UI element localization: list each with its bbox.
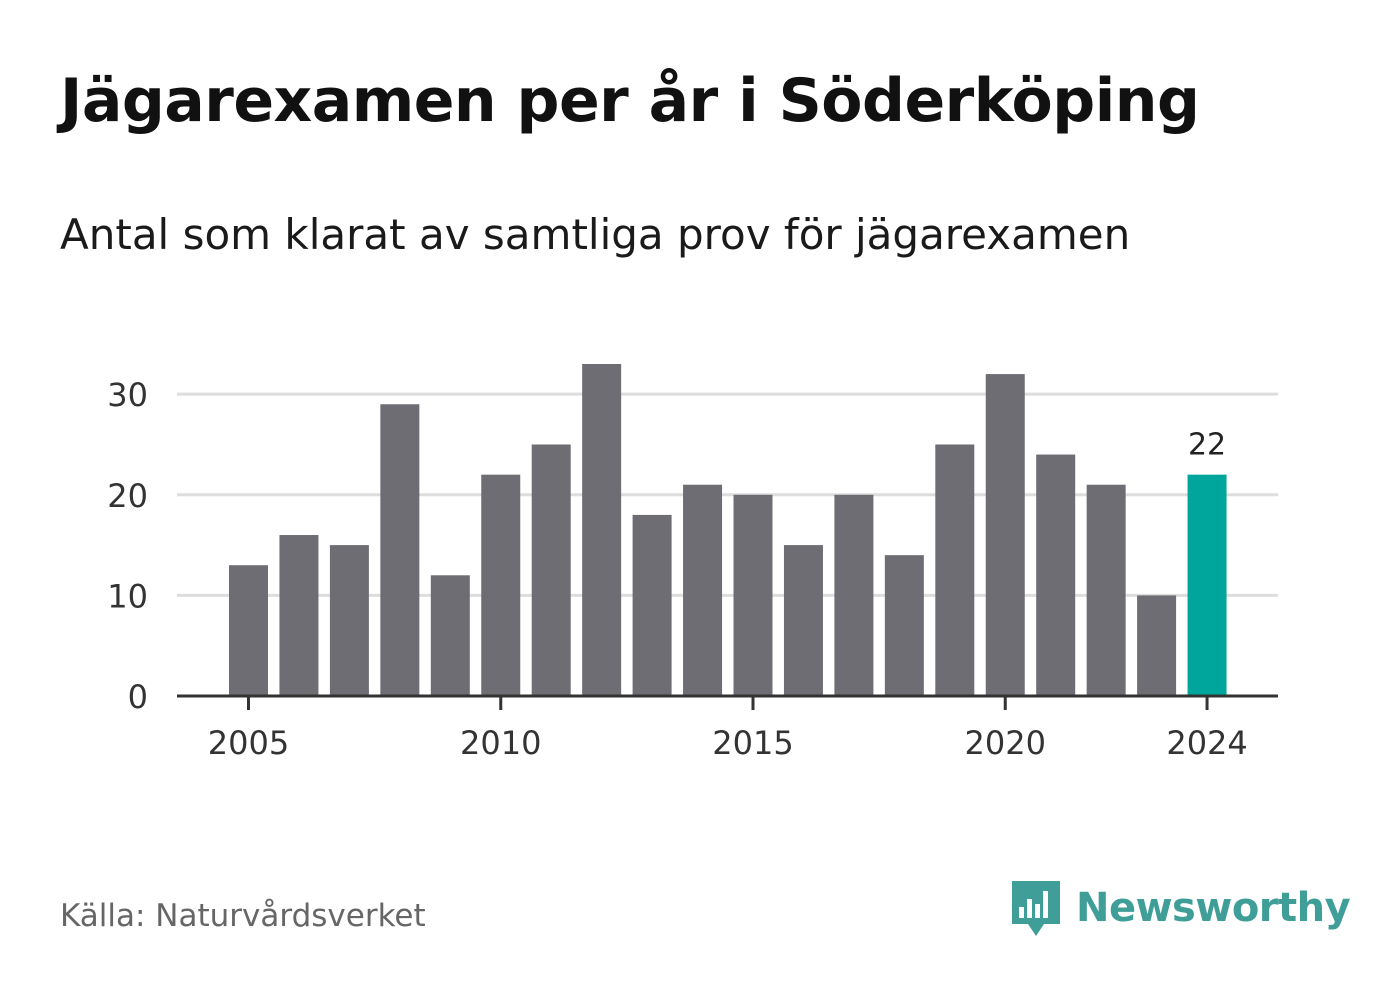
y-tick-label: 0	[128, 678, 148, 716]
chart-subtitle: Antal som klarat av samtliga prov för jä…	[60, 210, 1131, 259]
bar-2014	[683, 484, 723, 696]
x-tick-label: 2015	[712, 724, 793, 762]
bar-2010	[481, 474, 521, 696]
bar-2012	[582, 364, 622, 696]
bars	[229, 364, 1227, 696]
source-note: Källa: Naturvårdsverket	[60, 898, 426, 934]
y-tick-label: 30	[107, 376, 148, 414]
x-tick-label: 2020	[965, 724, 1046, 762]
bar-2023	[1137, 595, 1177, 696]
bar-2022	[1086, 484, 1126, 696]
bar-2017	[834, 494, 874, 696]
bar-2009	[430, 575, 470, 696]
bar-chart-speech-bubble-icon	[1012, 881, 1060, 936]
y-tick-label: 20	[107, 477, 148, 515]
axes	[177, 694, 1278, 710]
data-label-2024: 22	[1188, 428, 1226, 463]
newsworthy-logo: Newsworthy	[1010, 878, 1351, 938]
bar-2018	[884, 555, 924, 696]
y-tick-label: 10	[107, 577, 148, 615]
brand-name: Newsworthy	[1076, 885, 1351, 931]
bar-2024	[1187, 474, 1227, 696]
bar-2015	[733, 494, 773, 696]
bar-2021	[1036, 454, 1076, 696]
labels: 0 10 20 30 22 2005 2010 2015 2020 2024	[107, 376, 1247, 762]
bar-2005	[229, 565, 268, 696]
bar-2016	[783, 545, 823, 696]
bar-2020	[985, 374, 1025, 696]
bar-2007	[329, 545, 369, 696]
x-tick-label: 2005	[208, 724, 289, 762]
bar-2006	[279, 535, 319, 696]
bar-2019	[935, 444, 975, 696]
chart-title: Jägarexamen per år i Söderköping	[60, 66, 1200, 136]
x-tick-label: 2024	[1166, 724, 1247, 762]
x-tick-label: 2010	[460, 724, 541, 762]
bar-2011	[531, 444, 571, 696]
bar-2013	[632, 514, 672, 696]
bar-2008	[380, 404, 420, 696]
